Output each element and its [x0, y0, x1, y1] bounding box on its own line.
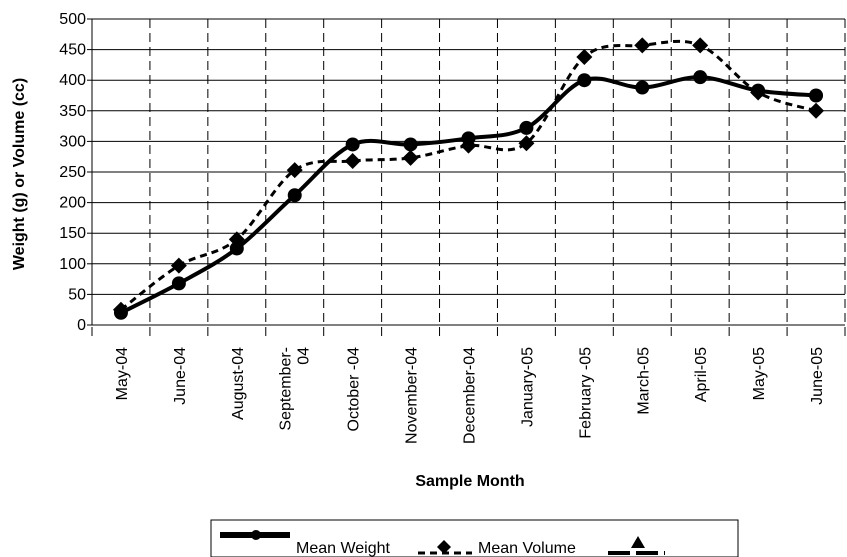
mean-weight-line	[120, 75, 817, 315]
legend-mean-volume-marker	[437, 540, 451, 554]
mean-volume-point	[518, 135, 535, 152]
y-tick-label: 400	[59, 72, 86, 89]
mean-weight-point	[635, 80, 650, 95]
y-tick-label: 500	[59, 11, 86, 28]
y-axis-title: Weight (g) or Volume (cc)	[11, 78, 28, 270]
y-tick-label: 200	[59, 195, 86, 212]
y-tick-label: 450	[59, 42, 86, 59]
mean-weight-point	[809, 88, 824, 103]
legend-mean-weight-marker	[251, 530, 261, 540]
x-tick-label: January-05	[519, 347, 536, 427]
mean-weight-point	[577, 73, 592, 88]
mean-weight-point	[113, 305, 128, 320]
x-tick-label: December-04	[462, 347, 479, 444]
x-tick-label: November-04	[404, 347, 421, 444]
mean-volume-point	[576, 48, 593, 65]
mean-weight-point	[403, 137, 418, 152]
x-tick-label: May-04	[114, 347, 131, 400]
x-tick-label: June-04	[172, 347, 189, 405]
series-layer	[112, 37, 825, 320]
legend-box	[210, 519, 739, 557]
mean-volume-point	[286, 162, 303, 179]
mean-volume-point	[170, 257, 187, 274]
y-tick-label: 350	[59, 103, 86, 120]
mean-volume-point	[402, 149, 419, 166]
x-tick-label: March-05	[635, 347, 652, 415]
x-tick-label: April-05	[693, 347, 710, 402]
y-tick-label: 100	[59, 256, 86, 273]
x-axis-title: Sample Month	[415, 473, 524, 490]
x-axis: May-04 June-04 August-04 September- 04 Octobe…	[92, 324, 845, 444]
x-tick-label: February -05	[577, 347, 594, 439]
x-tick-label: June-05	[809, 347, 826, 405]
y-axis: 0 50 100 150 200 250 300 350 400 450 500	[59, 11, 93, 334]
mean-weight-point	[519, 120, 534, 135]
y-tick-label: 150	[59, 225, 86, 242]
x-tick-label: September-	[278, 347, 295, 431]
y-tick-label: 0	[77, 317, 86, 334]
x-tick-label: October -04	[346, 347, 363, 432]
mean-volume-line	[120, 39, 817, 311]
mean-weight-point	[345, 137, 360, 152]
x-tick-label: August-04	[230, 347, 247, 420]
x-tick-label: May-05	[751, 347, 768, 400]
legend-mean-volume-label: Mean Volume	[478, 540, 576, 557]
mean-weight-point	[287, 188, 302, 203]
grid	[91, 18, 846, 339]
legend-third-series-marker	[631, 536, 645, 548]
y-tick-label: 300	[59, 133, 86, 150]
x-tick-label: 04	[296, 347, 313, 365]
legend-mean-weight-label: Mean Weight	[296, 540, 391, 557]
mean-weight-point	[751, 83, 766, 98]
legend: Mean Weight Mean Volume	[210, 519, 739, 557]
mean-volume-point	[344, 152, 361, 169]
mean-weight-point	[171, 276, 186, 291]
y-tick-label: 250	[59, 164, 86, 181]
mean-volume-point	[808, 102, 825, 119]
mean-weight-point	[461, 131, 476, 146]
mean-volume-point	[634, 37, 651, 54]
mean-weight-point	[229, 241, 244, 256]
mean-volume-point	[692, 37, 709, 54]
y-tick-label: 50	[68, 286, 86, 303]
mean-weight-point	[693, 70, 708, 85]
